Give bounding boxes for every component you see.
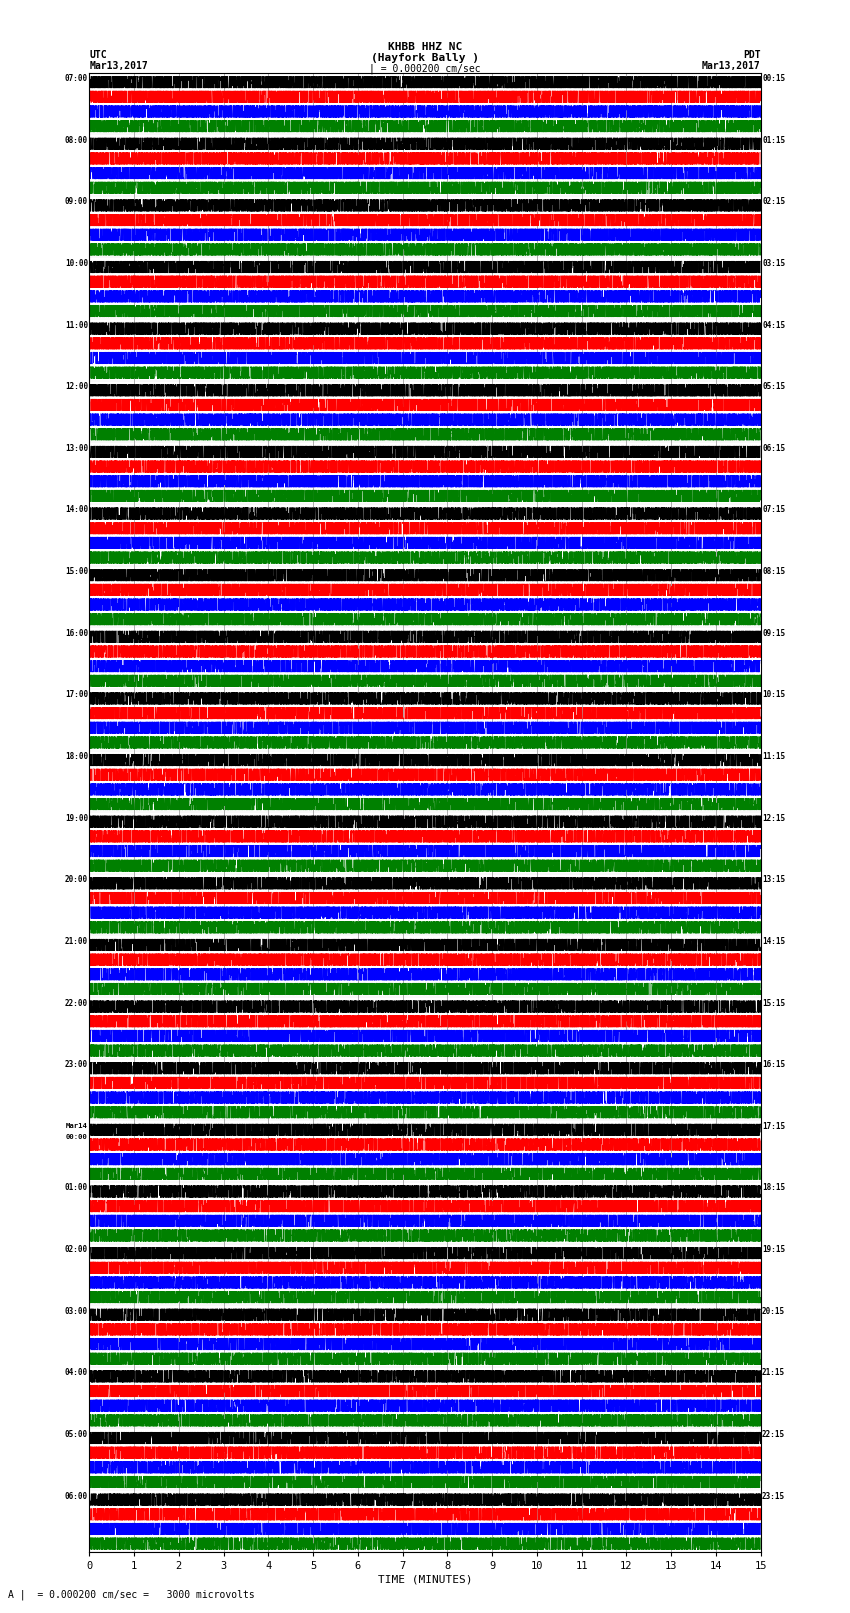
Text: 07:15: 07:15	[762, 505, 785, 515]
X-axis label: TIME (MINUTES): TIME (MINUTES)	[377, 1574, 473, 1586]
Text: 09:15: 09:15	[762, 629, 785, 637]
Text: Mar13,2017: Mar13,2017	[702, 61, 761, 71]
Text: 19:15: 19:15	[762, 1245, 785, 1253]
Text: UTC: UTC	[89, 50, 107, 60]
Text: 17:15: 17:15	[762, 1121, 785, 1131]
Text: 10:15: 10:15	[762, 690, 785, 700]
Text: 00:15: 00:15	[762, 74, 785, 82]
Text: 12:15: 12:15	[762, 813, 785, 823]
Text: 23:00: 23:00	[65, 1060, 88, 1069]
Text: 13:15: 13:15	[762, 876, 785, 884]
Text: 18:00: 18:00	[65, 752, 88, 761]
Text: 04:15: 04:15	[762, 321, 785, 329]
Text: 15:15: 15:15	[762, 998, 785, 1008]
Text: 13:00: 13:00	[65, 444, 88, 453]
Text: 07:00: 07:00	[65, 74, 88, 82]
Text: 08:00: 08:00	[65, 135, 88, 145]
Text: 17:00: 17:00	[65, 690, 88, 700]
Text: 18:15: 18:15	[762, 1184, 785, 1192]
Text: 10:00: 10:00	[65, 260, 88, 268]
Text: 23:15: 23:15	[762, 1492, 785, 1500]
Text: 14:15: 14:15	[762, 937, 785, 945]
Text: 16:15: 16:15	[762, 1060, 785, 1069]
Text: 03:15: 03:15	[762, 260, 785, 268]
Text: Mar14: Mar14	[66, 1123, 88, 1129]
Text: 22:00: 22:00	[65, 998, 88, 1008]
Text: 20:15: 20:15	[762, 1307, 785, 1316]
Text: 01:15: 01:15	[762, 135, 785, 145]
Text: | = 0.000200 cm/sec: | = 0.000200 cm/sec	[369, 63, 481, 74]
Text: 06:15: 06:15	[762, 444, 785, 453]
Text: 00:00: 00:00	[66, 1134, 88, 1140]
Text: 21:15: 21:15	[762, 1368, 785, 1378]
Text: 12:00: 12:00	[65, 382, 88, 392]
Text: 06:00: 06:00	[65, 1492, 88, 1500]
Text: KHBB HHZ NC: KHBB HHZ NC	[388, 42, 462, 52]
Text: 02:15: 02:15	[762, 197, 785, 206]
Text: 11:15: 11:15	[762, 752, 785, 761]
Text: 15:00: 15:00	[65, 568, 88, 576]
Text: (Hayfork Bally ): (Hayfork Bally )	[371, 53, 479, 63]
Text: 14:00: 14:00	[65, 505, 88, 515]
Text: 19:00: 19:00	[65, 813, 88, 823]
Text: 16:00: 16:00	[65, 629, 88, 637]
Text: 04:00: 04:00	[65, 1368, 88, 1378]
Text: 20:00: 20:00	[65, 876, 88, 884]
Text: Mar13,2017: Mar13,2017	[89, 61, 148, 71]
Text: 02:00: 02:00	[65, 1245, 88, 1253]
Text: PDT: PDT	[743, 50, 761, 60]
Text: 09:00: 09:00	[65, 197, 88, 206]
Text: 22:15: 22:15	[762, 1431, 785, 1439]
Text: A |  = 0.000200 cm/sec =   3000 microvolts: A | = 0.000200 cm/sec = 3000 microvolts	[8, 1589, 255, 1600]
Text: 03:00: 03:00	[65, 1307, 88, 1316]
Text: 08:15: 08:15	[762, 568, 785, 576]
Text: 21:00: 21:00	[65, 937, 88, 945]
Text: 05:00: 05:00	[65, 1431, 88, 1439]
Text: 05:15: 05:15	[762, 382, 785, 392]
Text: 01:00: 01:00	[65, 1184, 88, 1192]
Text: 11:00: 11:00	[65, 321, 88, 329]
